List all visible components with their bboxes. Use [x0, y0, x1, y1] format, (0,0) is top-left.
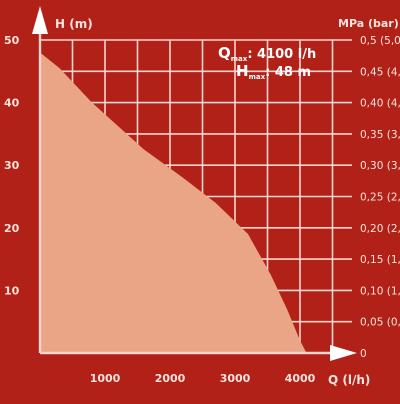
x-tick-label: 2000	[155, 372, 186, 385]
right-axis-title: MPa (bar)	[338, 17, 399, 30]
q-subscript: max	[231, 55, 248, 63]
y-axis-arrow	[32, 6, 48, 34]
tick-labels: 1000 2000 3000 4000 10 20 30 40 50 0 0,05 (0,5) 0,1…	[4, 34, 400, 385]
y-tick-label: 50	[4, 34, 20, 47]
left-axis-label: H (m)	[55, 17, 93, 31]
x-tick-label: 1000	[90, 372, 121, 385]
right-tick-label: 0,45 (4,5)	[360, 66, 400, 78]
x-tick-label: 4000	[285, 372, 316, 385]
x-tick-label: 3000	[220, 372, 251, 385]
right-tick-label: 0	[360, 348, 367, 360]
x-axis-label: Q (l/h)	[328, 373, 370, 387]
svg-text:Hmax: 48 m: Hmax: 48 m	[236, 62, 311, 81]
performance-curve-area	[40, 52, 307, 354]
right-tick-label: 0,30 (3,0)	[360, 160, 400, 172]
right-tick-label: 0,10 (1,0)	[360, 285, 400, 297]
right-tick-label: 0,40 (4,0)	[360, 98, 400, 110]
y-tick-label: 20	[4, 222, 20, 235]
x-axis-arrow	[330, 345, 357, 361]
right-tick-label: 0,5 (5,0)	[360, 35, 400, 47]
svg-text:Qmax: 4100 l/h: Qmax: 4100 l/h	[218, 44, 316, 63]
right-tick-label: 0,20 (2,0)	[360, 223, 400, 235]
y-tick-label: 10	[4, 284, 20, 297]
y-tick-label: 30	[4, 159, 20, 172]
h-symbol: H	[236, 62, 249, 80]
right-tick-label: 0,25 (2,5)	[360, 192, 400, 204]
h-subscript: max	[249, 73, 266, 81]
right-tick-label: 0,35 (3,5)	[360, 129, 400, 141]
q-value: : 4100 l/h	[247, 47, 316, 62]
max-annotation: Qmax: 4100 l/h Hmax: 48 m	[218, 44, 316, 81]
q-symbol: Q	[218, 44, 231, 62]
right-tick-label: 0,05 (0,5)	[360, 317, 400, 329]
axis-arrows	[32, 6, 357, 361]
axes	[38, 32, 352, 355]
h-value: : 48 m	[265, 65, 311, 80]
right-tick-label: 0,15 (1,5)	[360, 254, 400, 266]
y-tick-label: 40	[4, 97, 20, 110]
